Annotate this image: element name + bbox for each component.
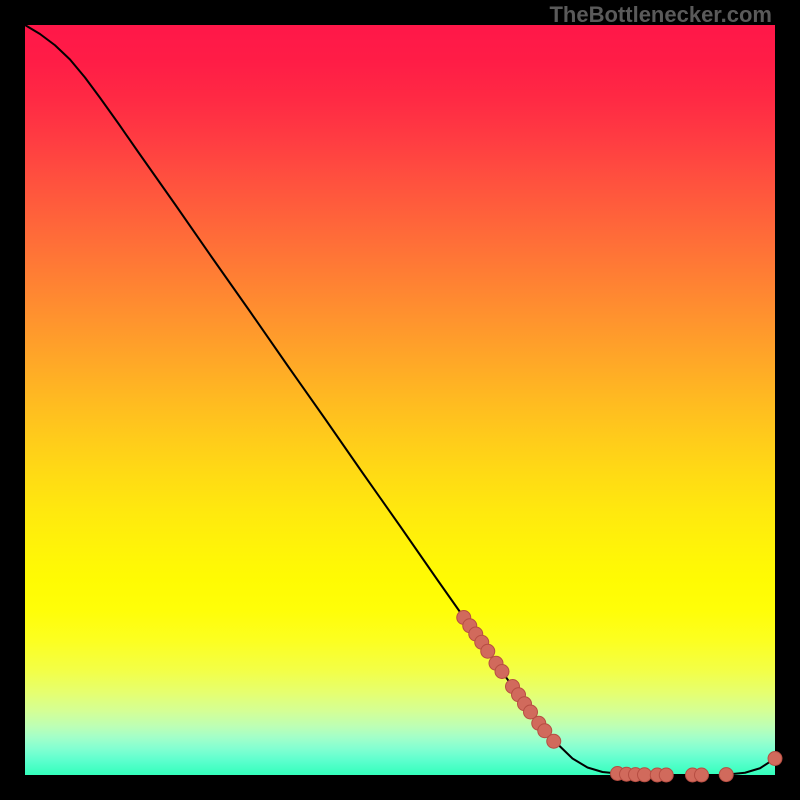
chart-background bbox=[25, 25, 775, 775]
data-marker bbox=[481, 644, 495, 658]
data-marker bbox=[638, 768, 652, 782]
data-marker bbox=[659, 768, 673, 782]
data-marker bbox=[768, 752, 782, 766]
data-marker bbox=[719, 768, 733, 782]
data-marker bbox=[495, 665, 509, 679]
watermark-text: TheBottlenecker.com bbox=[549, 2, 772, 28]
bottleneck-chart: TheBottlenecker.com bbox=[0, 0, 800, 800]
chart-svg bbox=[0, 0, 800, 800]
data-marker bbox=[695, 768, 709, 782]
data-marker bbox=[547, 734, 561, 748]
